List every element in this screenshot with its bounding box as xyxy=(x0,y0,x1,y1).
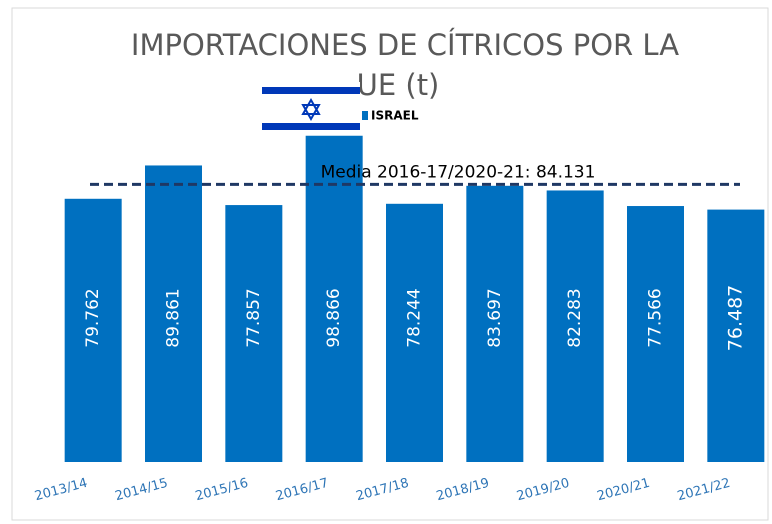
value-label: 77.566 xyxy=(646,288,666,347)
bar xyxy=(145,165,202,463)
value-label: 77.857 xyxy=(244,288,264,347)
bar xyxy=(627,206,684,462)
legend-label: ISRAEL xyxy=(371,109,419,123)
value-label: 76.487 xyxy=(724,285,746,351)
flag-stripe xyxy=(262,87,360,94)
value-label: 79.762 xyxy=(83,288,103,347)
annotation: Media 2016-17/2020-21: 84.131 xyxy=(321,162,596,182)
flag-star xyxy=(301,97,321,122)
legend-swatch xyxy=(362,111,368,120)
value-label: 89.861 xyxy=(164,288,184,347)
bar xyxy=(225,205,283,462)
chart-title: IMPORTACIONES DE CÍTRICOS POR LA xyxy=(131,28,679,62)
flag-stripe xyxy=(262,123,360,130)
bar xyxy=(466,185,524,462)
bar xyxy=(386,203,443,462)
bar xyxy=(707,209,765,462)
bar xyxy=(546,190,604,462)
value-label: 78.244 xyxy=(405,288,425,347)
chart-title: UE (t) xyxy=(357,68,440,102)
bar xyxy=(64,198,122,462)
value-label: 83.697 xyxy=(485,288,505,347)
bar xyxy=(305,135,363,463)
value-label: 98.866 xyxy=(324,288,344,347)
value-label: 82.283 xyxy=(565,288,585,347)
flag xyxy=(262,82,360,135)
